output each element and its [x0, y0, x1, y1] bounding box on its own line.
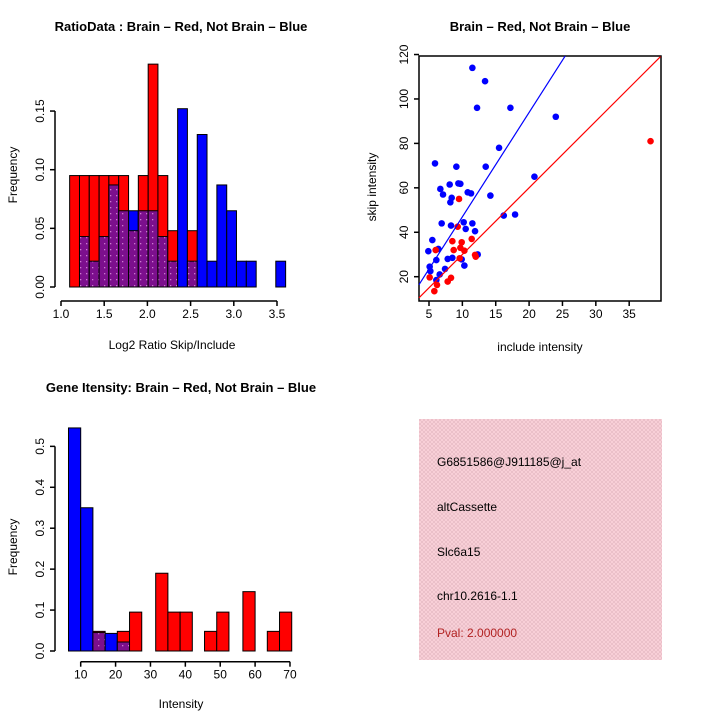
svg-text:15: 15	[489, 307, 503, 321]
splice-type-text: altCassette	[437, 500, 498, 514]
scatter-title: Brain – Red, Not Brain – Blue	[449, 19, 631, 34]
svg-text:2.5: 2.5	[182, 307, 199, 321]
svg-text:10: 10	[456, 307, 470, 321]
svg-text:30: 30	[589, 307, 603, 321]
svg-text:1.0: 1.0	[53, 307, 70, 321]
probe-id-text: G6851586@J911185@j_at	[437, 455, 582, 469]
gene-symbol-text: Slc6a15	[437, 545, 481, 559]
svg-text:40: 40	[397, 225, 411, 239]
svg-text:3.5: 3.5	[269, 307, 286, 321]
gene-info-panel: G6851586@J911185@j_at altCassette Slc6a1…	[419, 419, 662, 660]
svg-text:0.1: 0.1	[33, 601, 47, 618]
svg-text:20: 20	[397, 270, 411, 284]
svg-text:0.2: 0.2	[33, 560, 47, 577]
svg-text:3.0: 3.0	[225, 307, 242, 321]
svg-text:80: 80	[397, 136, 411, 150]
svg-text:2.0: 2.0	[139, 307, 156, 321]
svg-text:20: 20	[109, 668, 123, 682]
svg-text:50: 50	[214, 668, 228, 682]
svg-text:0.15: 0.15	[33, 99, 47, 123]
svg-text:10: 10	[74, 668, 88, 682]
svg-text:0.5: 0.5	[33, 438, 47, 455]
svg-text:30: 30	[144, 668, 158, 682]
svg-text:70: 70	[283, 668, 297, 682]
svg-text:100: 100	[397, 89, 411, 109]
svg-text:0.0: 0.0	[33, 642, 47, 659]
svg-text:0.05: 0.05	[33, 216, 47, 240]
svg-text:0.10: 0.10	[33, 158, 47, 182]
chromosome-locus-text: chr10.2616-1.1	[437, 589, 518, 603]
svg-text:60: 60	[397, 181, 411, 195]
svg-text:35: 35	[623, 307, 637, 321]
scatter-xlabel: include intensity	[497, 340, 583, 354]
svg-text:0.3: 0.3	[33, 520, 47, 537]
svg-text:20: 20	[522, 307, 536, 321]
svg-text:0.00: 0.00	[33, 275, 47, 299]
gene-hist-title: Gene Itensity: Brain – Red, Not Brain – …	[45, 380, 317, 395]
svg-text:120: 120	[397, 44, 411, 64]
pvalue-text: Pval: 2.000000	[437, 626, 518, 640]
ratio-hist-xlabel: Log2 Ratio Skip/Include	[108, 338, 236, 352]
svg-text:1.5: 1.5	[96, 307, 113, 321]
svg-text:60: 60	[248, 668, 262, 682]
gene-hist-ylabel: Frequency	[6, 518, 20, 576]
svg-text:40: 40	[179, 668, 193, 682]
svg-text:25: 25	[556, 307, 570, 321]
ratio-hist-title: RatioData : Brain – Red, Not Brain – Blu…	[54, 19, 308, 34]
gene-hist-xlabel: Intensity	[158, 697, 204, 711]
ratio-hist-ylabel: Frequency	[6, 146, 20, 204]
svg-text:0.4: 0.4	[33, 479, 47, 496]
scatter-ylabel: skip intensity	[365, 152, 379, 222]
svg-text:5: 5	[426, 307, 433, 321]
